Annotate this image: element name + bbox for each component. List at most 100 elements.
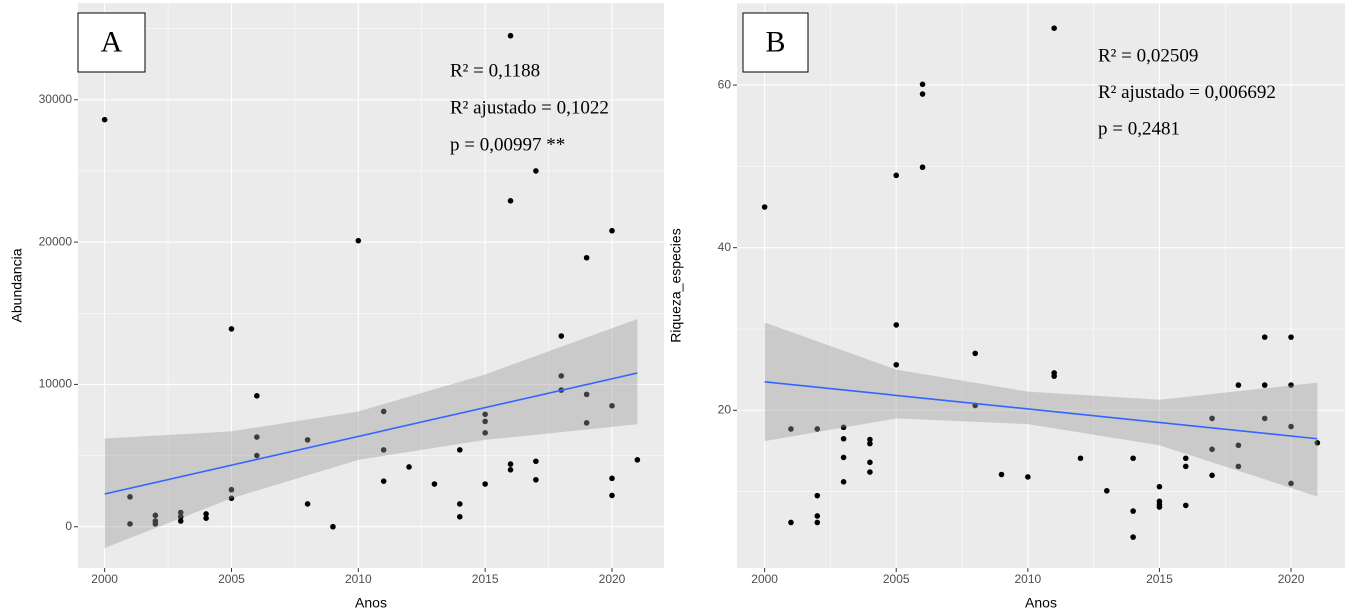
annotation: R² = 0,02509	[1098, 45, 1198, 66]
point	[1235, 463, 1242, 470]
point	[177, 509, 184, 516]
y-tick-label: 10000	[39, 377, 73, 391]
point	[380, 478, 387, 484]
point	[330, 523, 336, 530]
point	[482, 418, 488, 425]
y-tick-label: 20000	[39, 234, 73, 248]
x-tick-label: 2010	[345, 572, 372, 586]
point	[482, 481, 488, 487]
point	[177, 518, 184, 524]
plot-background	[78, 3, 664, 568]
x-axis-title: Anos	[355, 595, 387, 611]
point	[1077, 455, 1084, 462]
panel-label: A	[101, 25, 123, 58]
point	[1130, 534, 1136, 540]
point	[998, 471, 1005, 478]
point	[507, 467, 514, 473]
panel-label: B	[765, 25, 785, 58]
point	[583, 420, 590, 426]
point	[867, 436, 873, 443]
x-tick-label: 2000	[751, 572, 778, 586]
point	[507, 198, 514, 204]
point	[1156, 483, 1163, 490]
point	[1025, 474, 1031, 480]
point	[814, 426, 821, 432]
point	[840, 435, 847, 442]
point	[1051, 25, 1057, 32]
point	[972, 350, 978, 357]
point	[456, 447, 463, 453]
point	[814, 513, 821, 519]
fit-line	[764, 381, 1318, 440]
point	[507, 461, 514, 467]
point	[1156, 504, 1163, 510]
point	[355, 237, 362, 244]
x-tick-label: 2020	[1278, 572, 1305, 586]
fit-line	[104, 372, 638, 495]
point	[228, 486, 235, 493]
point	[1051, 373, 1057, 379]
point	[380, 408, 387, 415]
x-tick-label: 2015	[1146, 572, 1173, 586]
point	[127, 494, 133, 500]
point	[228, 495, 235, 502]
x-tick-label: 2000	[91, 572, 118, 586]
point	[533, 168, 539, 174]
point	[304, 501, 311, 507]
x-tick-label: 2020	[599, 572, 626, 586]
point	[1288, 382, 1294, 388]
y-axis-title: Riqueza_especies	[668, 228, 684, 342]
point	[867, 440, 873, 447]
point	[152, 512, 159, 519]
y-tick-label: 40	[718, 240, 732, 254]
point	[533, 476, 539, 483]
point	[254, 434, 260, 440]
point	[507, 32, 514, 39]
point	[840, 454, 847, 461]
point	[1182, 463, 1189, 470]
point	[1288, 480, 1294, 487]
point	[609, 475, 615, 482]
point	[609, 227, 615, 234]
point	[788, 519, 794, 526]
point	[788, 426, 794, 432]
point	[840, 479, 847, 485]
point	[840, 424, 847, 431]
point	[919, 164, 926, 171]
point	[893, 361, 900, 368]
point	[867, 459, 873, 466]
point	[228, 326, 235, 332]
point	[1209, 472, 1215, 479]
point	[609, 402, 615, 409]
point	[1209, 415, 1215, 422]
point	[304, 437, 311, 443]
panel-label-box	[742, 12, 809, 73]
point	[1261, 415, 1268, 422]
x-tick-label: 2005	[218, 572, 245, 586]
annotation: p = 0,2481	[1098, 118, 1180, 139]
confidence-band	[764, 322, 1318, 497]
point	[609, 492, 615, 499]
point	[177, 513, 184, 520]
y-tick-label: 0	[65, 519, 72, 533]
panel-label-box	[77, 12, 146, 73]
point	[380, 447, 387, 453]
point	[1288, 334, 1294, 340]
point	[482, 429, 488, 436]
annotation: p = 0,00997 **	[450, 134, 565, 155]
point	[1130, 508, 1136, 514]
point	[1261, 334, 1268, 340]
point	[482, 411, 488, 418]
point	[1209, 446, 1215, 453]
point	[583, 391, 590, 398]
point	[456, 513, 463, 520]
point	[203, 515, 209, 521]
point	[1314, 440, 1321, 446]
point	[919, 81, 926, 88]
point	[761, 204, 768, 210]
annotation: R² ajustado = 0,006692	[1098, 82, 1276, 103]
point	[1104, 487, 1110, 494]
point	[1288, 423, 1294, 430]
point	[893, 322, 900, 328]
